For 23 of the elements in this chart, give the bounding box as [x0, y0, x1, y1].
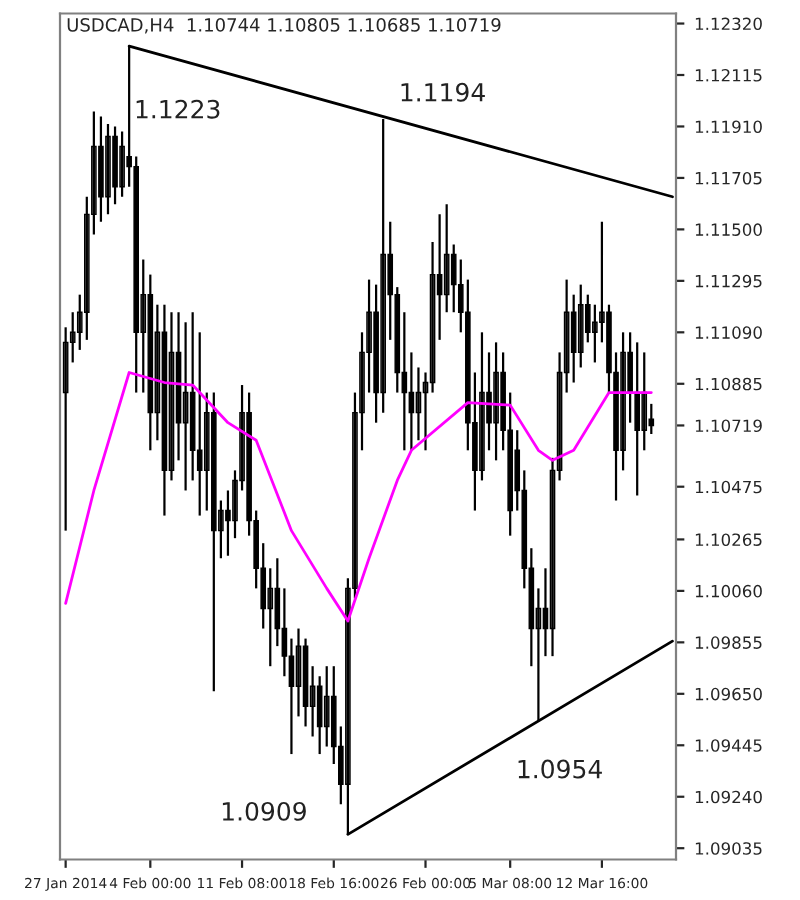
- y-tick-label: 1.11910: [695, 120, 762, 134]
- y-tick-label: 1.09035: [695, 842, 762, 855]
- annotation: 1.1223: [136, 99, 220, 119]
- y-tick-label: 1.11295: [695, 274, 762, 288]
- annotation: 1.0954: [518, 759, 602, 779]
- y-tick-label: 1.09445: [695, 739, 762, 752]
- chart-title: USDCAD,H4 1.10744 1.10805 1.10685 1.10719: [67, 18, 501, 34]
- y-tick-label: 1.11500: [695, 223, 762, 236]
- y-tick-label: 1.09240: [695, 790, 762, 804]
- y-tick-label: 1.09650: [695, 687, 762, 701]
- y-tick-label: 1.12115: [695, 68, 762, 82]
- y-tick-label: 1.10885: [695, 377, 762, 391]
- y-tick-label: 1.12320: [695, 17, 762, 31]
- y-tick-label: 1.10719: [695, 419, 762, 433]
- annotation: 1.1194: [401, 82, 485, 102]
- y-tick-label: 1.10475: [695, 480, 762, 494]
- y-tick-label: 1.11090: [695, 326, 762, 339]
- y-tick-label: 1.09855: [695, 636, 762, 649]
- line-series: [64, 371, 653, 623]
- y-tick-label: 1.11705: [695, 171, 762, 185]
- annotation: 1.0909: [222, 801, 306, 821]
- y-tick-label: 1.10265: [695, 533, 762, 546]
- y-tick-label: 1.10060: [695, 584, 762, 598]
